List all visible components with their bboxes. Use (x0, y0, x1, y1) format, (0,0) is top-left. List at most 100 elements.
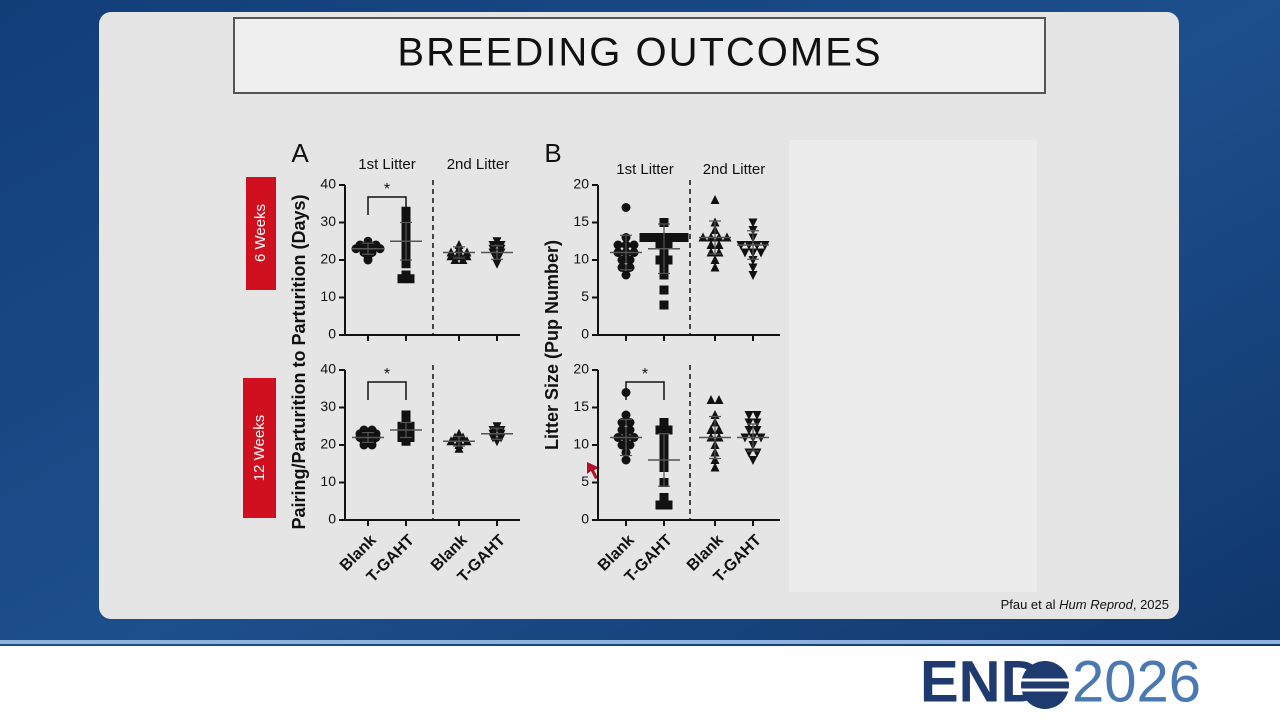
point (748, 218, 758, 228)
citation-authors: Pfau et al (1001, 597, 1056, 612)
point (663, 255, 673, 265)
point (744, 418, 754, 428)
point (752, 418, 762, 428)
significance-label: * (384, 366, 390, 383)
point (397, 274, 407, 284)
row-label: 6 Weeks (252, 204, 269, 262)
significance-bracket (367, 196, 407, 215)
panel-letter: A (291, 138, 309, 168)
point (671, 233, 681, 242)
y-tick-label: 20 (320, 436, 336, 452)
point (752, 410, 762, 420)
point (748, 255, 758, 265)
point (621, 410, 631, 420)
point (706, 240, 716, 250)
point (613, 240, 623, 250)
point (625, 255, 635, 265)
point (647, 233, 657, 242)
point (621, 270, 631, 280)
point (405, 274, 415, 284)
y-axis-label: Pairing/Parturition to Parturition (Days… (289, 194, 309, 529)
point (625, 440, 635, 450)
point (710, 255, 720, 265)
blank-box (789, 140, 1037, 592)
y-tick-label: 10 (573, 436, 589, 452)
y-tick-label: 15 (573, 398, 589, 414)
y-tick-label: 20 (573, 176, 589, 192)
point (621, 388, 631, 397)
point (450, 255, 460, 265)
point (617, 255, 627, 265)
title-box (233, 17, 1046, 94)
point (454, 443, 464, 453)
point (458, 432, 468, 442)
point (706, 395, 716, 405)
y-tick-label: 5 (581, 288, 589, 304)
point (748, 455, 758, 465)
y-axis-label: Litter Size (Pup Number) (542, 240, 562, 450)
y-tick-label: 10 (573, 251, 589, 267)
point (659, 285, 669, 295)
y-tick-label: 40 (320, 176, 336, 192)
point (714, 240, 724, 250)
point (663, 500, 673, 510)
point (458, 255, 468, 265)
y-tick-label: 0 (328, 326, 336, 342)
point (710, 455, 720, 465)
footer-line (0, 640, 1280, 644)
point (454, 428, 464, 438)
point (363, 255, 373, 265)
point (659, 218, 669, 227)
litter-label: 2nd Litter (447, 156, 510, 173)
point (659, 300, 669, 310)
logo-right: 2026 (1072, 649, 1201, 714)
point (629, 240, 639, 250)
point (714, 425, 724, 435)
point (371, 429, 381, 439)
citation-journal: Hum Reprod (1059, 597, 1133, 612)
point (748, 263, 758, 273)
point (401, 206, 411, 216)
y-tick-label: 0 (581, 511, 589, 527)
y-tick-label: 5 (581, 473, 589, 489)
point (748, 270, 758, 280)
y-tick-label: 15 (573, 213, 589, 229)
point (655, 500, 665, 510)
litter-label: 1st Litter (616, 161, 674, 178)
point (617, 425, 627, 435)
y-tick-label: 20 (320, 251, 336, 267)
point (663, 233, 673, 242)
point (492, 259, 502, 269)
significance-label: * (384, 181, 390, 198)
point (655, 233, 665, 242)
point (401, 214, 411, 224)
point (744, 410, 754, 420)
row-label: 12 Weeks (251, 415, 268, 481)
point (659, 493, 669, 502)
point (710, 462, 720, 472)
point (655, 255, 665, 265)
y-tick-label: 40 (320, 361, 336, 377)
point (405, 429, 415, 439)
point (450, 432, 460, 442)
y-tick-label: 0 (328, 511, 336, 527)
point (655, 240, 665, 250)
point (663, 425, 673, 435)
logo-globe (1021, 661, 1069, 709)
point (401, 259, 411, 269)
point (663, 240, 673, 250)
citation: Pfau et al Hum Reprod, 2025 (1001, 597, 1169, 612)
point (679, 233, 689, 242)
point (710, 195, 720, 205)
point (617, 440, 627, 450)
point (659, 270, 669, 280)
slide-title: BREEDING OUTCOMES (397, 31, 882, 75)
point (621, 455, 631, 465)
point (639, 233, 649, 242)
row-box (243, 378, 276, 518)
panel-letter: B (544, 138, 561, 168)
point (710, 262, 720, 272)
point (617, 418, 627, 427)
y-tick-label: 10 (320, 288, 336, 304)
